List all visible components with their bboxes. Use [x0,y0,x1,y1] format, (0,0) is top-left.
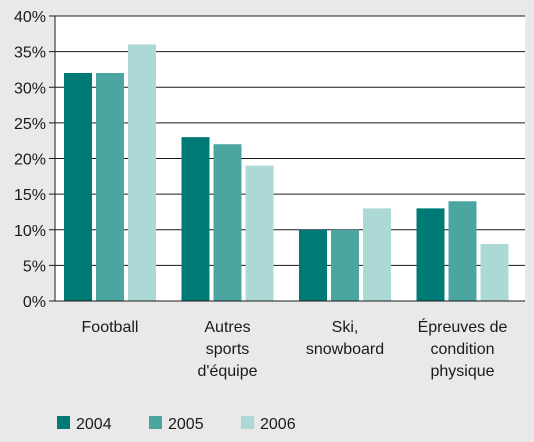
bar-2006-2 [363,208,391,301]
x-category-label: Football [82,319,139,336]
bar-2006-1 [245,165,274,301]
axes [49,15,525,302]
y-tick-label: 0% [23,294,46,311]
legend-swatch-2006 [241,416,254,429]
bars [64,44,509,301]
y-tick-label: 25% [14,116,46,133]
bar-2005-2 [331,229,359,301]
y-tick-label: 35% [14,45,46,62]
y-tick-label: 20% [14,152,46,169]
bar-2005-0 [96,73,124,301]
bar-2005-1 [213,144,242,301]
y-tick-label: 40% [14,9,46,26]
legend-label: 2005 [168,416,204,433]
x-category-label: snowboard [306,341,384,358]
x-category-label: Autres [204,319,250,336]
bar-2004-2 [299,229,327,301]
x-category-label: physique [430,363,494,380]
legend-swatch-2005 [149,416,162,429]
bar-2004-0 [64,73,92,301]
y-tick-label: 30% [14,80,46,97]
legend: 2004 2005 2006 [57,416,296,433]
bar-2005-3 [448,201,477,301]
legend-label: 2006 [260,416,296,433]
x-category-label: sports [206,341,250,358]
x-category-label: d'équipe [198,363,258,380]
bar-2004-1 [181,137,210,301]
x-category-label: condition [430,341,494,358]
y-tick-label: 10% [14,223,46,240]
bar-2006-0 [128,44,156,301]
x-category-label: Épreuves de [418,317,508,336]
legend-swatch-2004 [57,416,70,429]
x-category-label: Ski, [332,319,359,336]
y-tick-label: 15% [14,187,46,204]
y-tick-label: 5% [23,258,46,275]
y-tick-labels: 0% 5% 10% 15% 20% 25% 30% 35% 40% [14,9,46,311]
bar-2006-3 [480,244,509,301]
x-category-labels: Football Autres sports d'équipe Ski, snowboar… [82,317,508,380]
legend-label: 2004 [76,416,112,433]
bar-2004-3 [416,208,445,301]
